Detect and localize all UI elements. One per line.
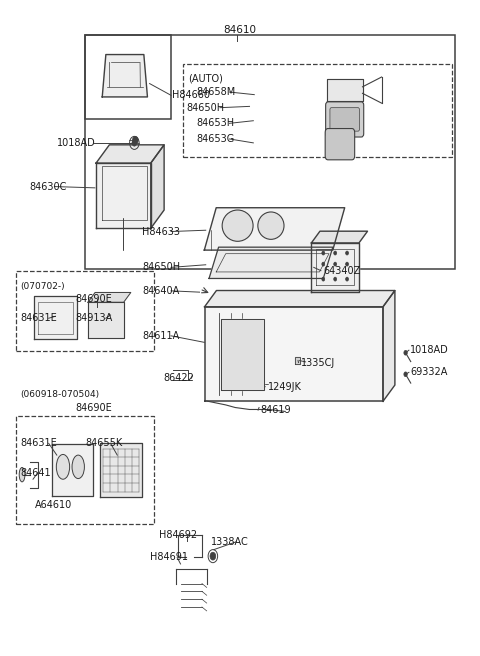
Polygon shape <box>88 302 124 338</box>
Circle shape <box>334 251 336 255</box>
Polygon shape <box>295 358 300 364</box>
Text: 84653G: 84653G <box>196 134 234 144</box>
Polygon shape <box>383 291 395 401</box>
Text: 84690E: 84690E <box>76 294 113 304</box>
Circle shape <box>346 277 348 281</box>
Text: 84631E: 84631E <box>20 438 57 448</box>
Text: 84913A: 84913A <box>76 313 113 323</box>
Bar <box>183 64 452 157</box>
Polygon shape <box>204 307 383 401</box>
Ellipse shape <box>56 455 70 480</box>
Circle shape <box>346 262 348 266</box>
Text: 1338AC: 1338AC <box>211 537 248 547</box>
Text: 84650H: 84650H <box>143 262 180 272</box>
Polygon shape <box>102 54 147 97</box>
Polygon shape <box>312 231 368 243</box>
Ellipse shape <box>19 468 25 482</box>
Circle shape <box>404 350 408 355</box>
FancyBboxPatch shape <box>325 102 364 137</box>
Bar <box>16 416 155 523</box>
Text: A64610: A64610 <box>35 501 72 510</box>
Text: 84610: 84610 <box>224 25 256 35</box>
Text: 84658M: 84658M <box>196 87 236 97</box>
Text: (060918-070504): (060918-070504) <box>20 390 99 399</box>
Polygon shape <box>96 163 151 228</box>
Text: (070702-): (070702-) <box>20 282 65 291</box>
Text: (AUTO): (AUTO) <box>189 73 224 83</box>
Text: 84690E: 84690E <box>76 403 113 413</box>
Circle shape <box>334 262 336 266</box>
Polygon shape <box>52 444 93 496</box>
Text: 84640A: 84640A <box>143 286 180 296</box>
Text: 64340Z: 64340Z <box>323 266 360 276</box>
Circle shape <box>210 552 216 560</box>
Text: H84691: H84691 <box>150 552 188 562</box>
Polygon shape <box>88 293 131 302</box>
Polygon shape <box>100 443 143 497</box>
Bar <box>16 271 155 351</box>
Polygon shape <box>204 291 395 307</box>
Text: 84630C: 84630C <box>30 182 67 192</box>
Circle shape <box>322 251 324 255</box>
Text: H84633: H84633 <box>143 226 180 237</box>
Circle shape <box>346 251 348 255</box>
Circle shape <box>322 262 324 266</box>
Polygon shape <box>209 247 333 278</box>
Text: 69332A: 69332A <box>410 367 448 377</box>
Circle shape <box>259 380 264 388</box>
Ellipse shape <box>72 455 84 479</box>
Polygon shape <box>221 319 264 390</box>
Text: 1018AD: 1018AD <box>410 345 449 355</box>
Text: 1335CJ: 1335CJ <box>301 358 335 367</box>
Text: 84631E: 84631E <box>20 313 57 323</box>
Text: 84653H: 84653H <box>196 118 234 129</box>
Circle shape <box>334 277 336 281</box>
Text: 84619: 84619 <box>261 405 291 415</box>
Circle shape <box>404 372 408 377</box>
Ellipse shape <box>258 212 284 239</box>
Text: 86422: 86422 <box>164 373 195 383</box>
Polygon shape <box>151 145 164 228</box>
Text: H84660: H84660 <box>172 91 210 100</box>
Polygon shape <box>34 297 77 338</box>
Text: H84692: H84692 <box>159 529 197 540</box>
Text: 1018AD: 1018AD <box>57 138 96 148</box>
Bar <box>85 35 455 270</box>
Ellipse shape <box>222 210 253 241</box>
Polygon shape <box>96 145 164 163</box>
Circle shape <box>322 277 324 281</box>
Circle shape <box>132 140 137 146</box>
Polygon shape <box>312 243 359 292</box>
Bar <box>85 35 171 119</box>
FancyBboxPatch shape <box>325 129 355 160</box>
Circle shape <box>132 136 138 144</box>
Text: 84650H: 84650H <box>187 103 225 113</box>
Text: 84611A: 84611A <box>143 331 180 341</box>
Text: 84655K: 84655K <box>85 438 122 448</box>
FancyBboxPatch shape <box>330 108 360 131</box>
Polygon shape <box>327 79 362 102</box>
Text: 84641: 84641 <box>20 468 51 478</box>
Text: 1249JK: 1249JK <box>267 382 301 392</box>
Polygon shape <box>204 208 345 250</box>
